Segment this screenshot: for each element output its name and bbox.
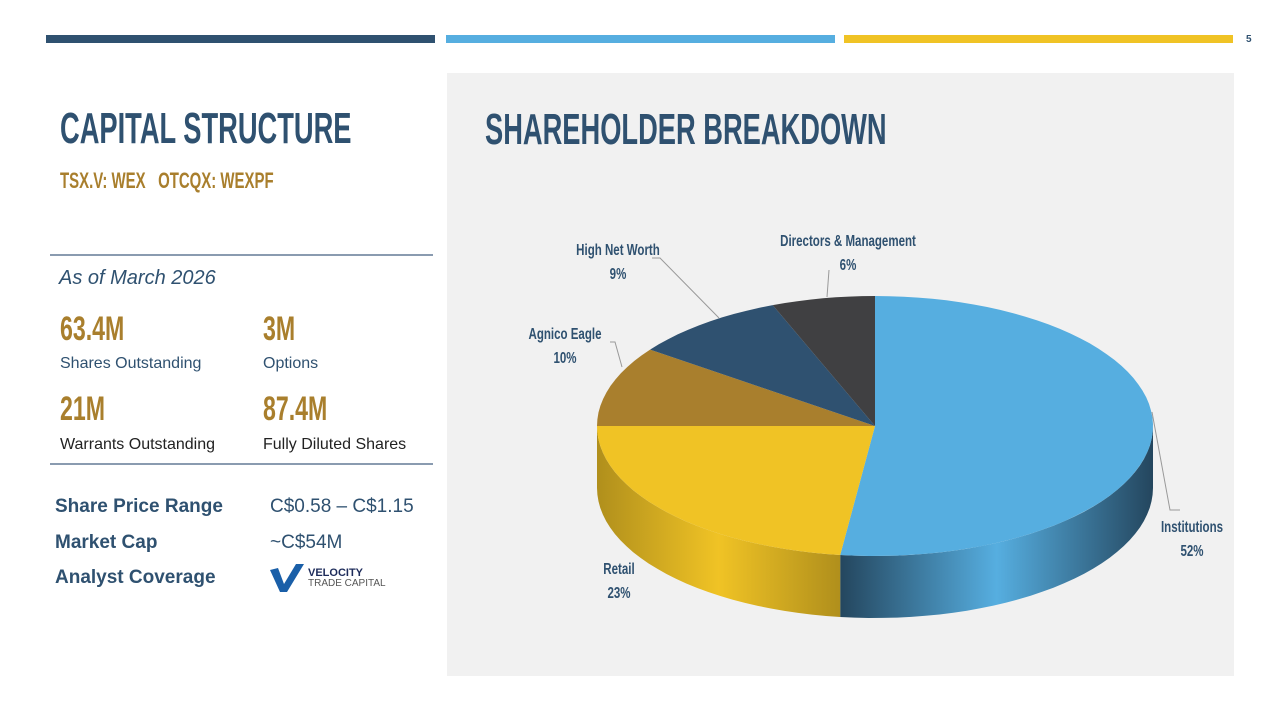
row-value: ~C$54M xyxy=(270,532,343,553)
divider xyxy=(50,463,433,465)
slice-label-hnw: High Net Worth 9% xyxy=(546,239,690,287)
percent: 10% xyxy=(553,350,577,367)
stat-value: 63.4M xyxy=(60,310,125,348)
pie-slice-retail xyxy=(597,426,875,555)
percent: 6% xyxy=(839,257,857,274)
slice-label-directors: Directors & Management 6% xyxy=(776,230,920,278)
stat-label: Options xyxy=(263,355,319,372)
accent-bar-navy xyxy=(46,35,435,43)
logo-line1: VELOCITY xyxy=(308,566,364,579)
accent-bar-gold xyxy=(844,35,1233,43)
pie-slice-directors-management xyxy=(772,296,875,426)
pie-slice-high-net-worth xyxy=(650,305,875,426)
divider xyxy=(50,254,433,256)
chart-title: SHAREHOLDER BREAKDOWN xyxy=(485,105,887,154)
row-label: Share Price Range xyxy=(55,496,223,517)
velocity-v-icon xyxy=(270,564,304,592)
slice-label-institutions: Institutions 52% xyxy=(1120,516,1264,564)
logo-line2: TRADE CAPITAL xyxy=(308,577,386,589)
category: High Net Worth xyxy=(576,242,660,259)
category: Agnico Eagle xyxy=(528,326,602,343)
stat-label: Shares Outstanding xyxy=(60,355,202,372)
accent-bar-sky xyxy=(446,35,835,43)
slice-label-retail: Retail 23% xyxy=(547,558,691,606)
as-of-date: As of March 2026 xyxy=(59,267,216,289)
pie-slice-institutions xyxy=(840,296,1153,556)
ticker-symbols: TSX.V: WEX OTCQX: WEXPF xyxy=(60,168,274,193)
leader-line xyxy=(826,269,830,298)
category: Institutions xyxy=(1160,519,1224,536)
stat-value: 3M xyxy=(263,310,296,348)
stat-label: Fully Diluted Shares xyxy=(263,436,407,453)
page-number: 5 xyxy=(1246,34,1252,45)
slice-label-agnico: Agnico Eagle 10% xyxy=(493,323,637,371)
row-label: Analyst Coverage xyxy=(55,567,216,588)
percent: 9% xyxy=(609,266,627,283)
leader-line xyxy=(1151,411,1180,511)
pie-slice-side-0 xyxy=(840,426,1153,618)
category: Directors & Management xyxy=(780,233,916,250)
percent: 52% xyxy=(1180,543,1204,560)
row-value: C$0.58 – C$1.15 xyxy=(270,496,414,517)
page-title: CAPITAL STRUCTURE xyxy=(60,104,352,153)
stat-value: 87.4M xyxy=(263,390,328,428)
pie-slice-agnico-eagle xyxy=(597,349,875,426)
velocity-logo: VELOCITY TRADE CAPITAL xyxy=(270,564,386,592)
leader-line xyxy=(610,341,623,368)
leader-line xyxy=(652,257,720,319)
row-label: Market Cap xyxy=(55,532,158,553)
pie-slice-side-1 xyxy=(597,426,841,617)
category: Retail xyxy=(603,561,635,578)
stat-value: 21M xyxy=(60,390,105,428)
stat-label: Warrants Outstanding xyxy=(60,436,216,453)
percent: 23% xyxy=(607,585,631,602)
